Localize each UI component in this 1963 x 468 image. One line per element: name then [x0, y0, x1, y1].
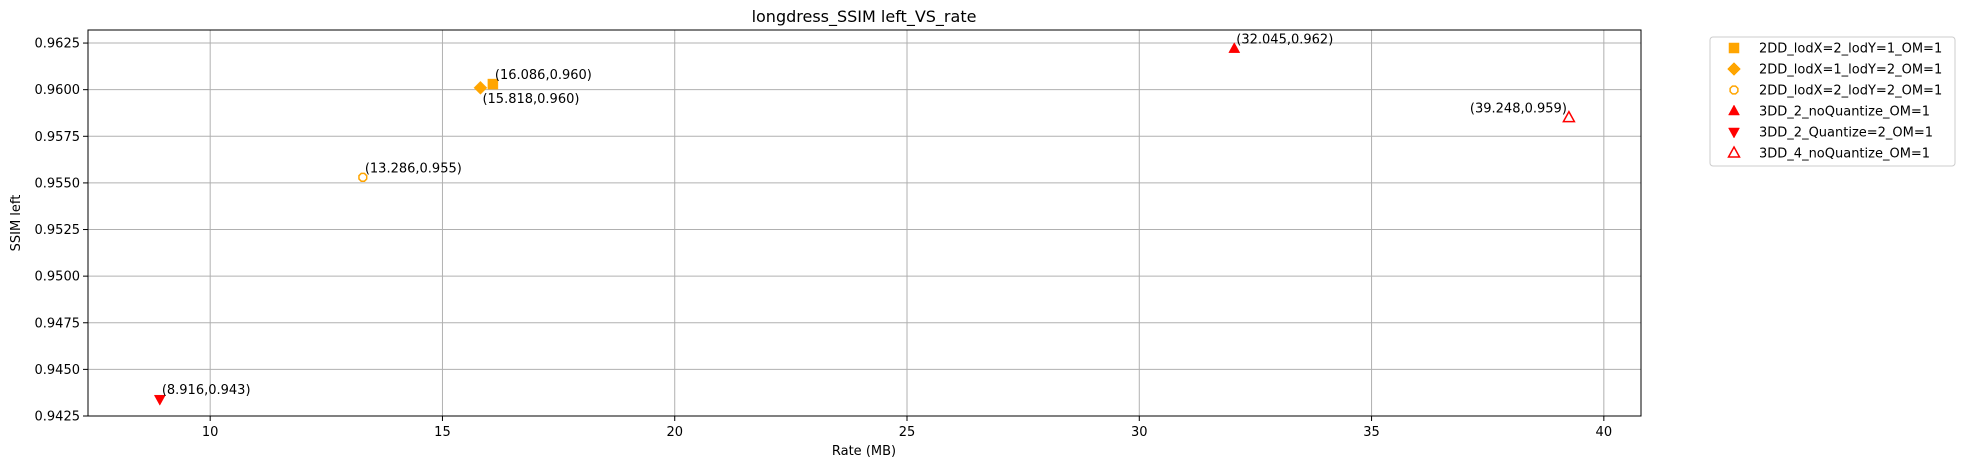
- point-annotation: (8.916,0.943): [162, 383, 251, 398]
- chart-title: longdress_SSIM left_VS_rate: [752, 7, 977, 27]
- data-point-marker: [1562, 110, 1576, 123]
- x-tick-label: 10: [202, 425, 219, 440]
- y-tick-label: 0.9600: [35, 83, 81, 98]
- data-point-marker: [487, 78, 499, 90]
- point-annotation: (13.286,0.955): [365, 161, 462, 176]
- y-axis-label: SSIM left: [9, 195, 24, 252]
- point-annotation: (16.086,0.960): [495, 68, 592, 83]
- legend-entry-label: 3DD_4_noQuantize_OM=1: [1759, 147, 1930, 162]
- x-tick-label: 15: [434, 425, 451, 440]
- legend-marker: [1728, 127, 1740, 139]
- y-tick-label: 0.9500: [35, 270, 81, 285]
- legend-marker: [1728, 104, 1740, 116]
- legend: 2DD_lodX=2_lodY=1_OM=1 2DD_lodX=1_lodY=2_…: [1709, 36, 1956, 167]
- legend-box: [1709, 36, 1956, 167]
- x-tick-label: 25: [899, 425, 916, 440]
- x-tick-label: 35: [1363, 425, 1380, 440]
- x-tick-label: 30: [1131, 425, 1148, 440]
- data-point-marker: [473, 80, 488, 95]
- legend-marker: [1727, 62, 1741, 76]
- point-annotation: (15.818,0.960): [482, 92, 579, 107]
- point-annotation: (39.248,0.959): [1470, 102, 1567, 117]
- legend-entry-label: 2DD_lodX=1_lodY=2_OM=1: [1759, 63, 1942, 78]
- y-tick-label: 0.9575: [35, 130, 81, 145]
- x-tick-label: 40: [1596, 425, 1613, 440]
- y-tick-label: 0.9425: [35, 410, 81, 425]
- y-tick-label: 0.9550: [35, 176, 81, 191]
- plot-area-frame: [87, 29, 1642, 417]
- y-tick-label: 0.9450: [35, 363, 81, 378]
- grid: [88, 30, 1641, 417]
- legend-marker: [1729, 85, 1739, 95]
- legend-entry-label: 2DD_lodX=2_lodY=2_OM=1: [1759, 84, 1942, 99]
- x-axis-label: Rate (MB): [832, 444, 896, 459]
- data-point-marker: [153, 394, 166, 406]
- legend-entry-label: 2DD_lodX=2_lodY=1_OM=1: [1759, 42, 1942, 57]
- point-annotation: (32.045,0.962): [1236, 33, 1333, 48]
- y-tick-label: 0.9625: [35, 37, 81, 52]
- data-point-marker: [1228, 42, 1241, 53]
- legend-marker: [1728, 42, 1740, 54]
- axis-ticks: 10 15 20 25 30 35 40 0.9425 0.9450 0.9475 0.9500 0.…: [35, 37, 1613, 440]
- x-tick-label: 20: [666, 425, 683, 440]
- legend-entry-label: 3DD_2_noQuantize_OM=1: [1759, 105, 1930, 120]
- y-tick-label: 0.9525: [35, 223, 81, 238]
- data-point-marker: [358, 172, 368, 182]
- legend-marker: [1727, 145, 1741, 158]
- legend-entry-label: 3DD_2_Quantize=2_OM=1: [1759, 126, 1933, 141]
- data-points: [153, 42, 1576, 406]
- point-annotations: (16.086,0.960) (15.818,0.960) (13.286,0.95…: [162, 33, 1567, 399]
- y-tick-label: 0.9475: [35, 316, 81, 331]
